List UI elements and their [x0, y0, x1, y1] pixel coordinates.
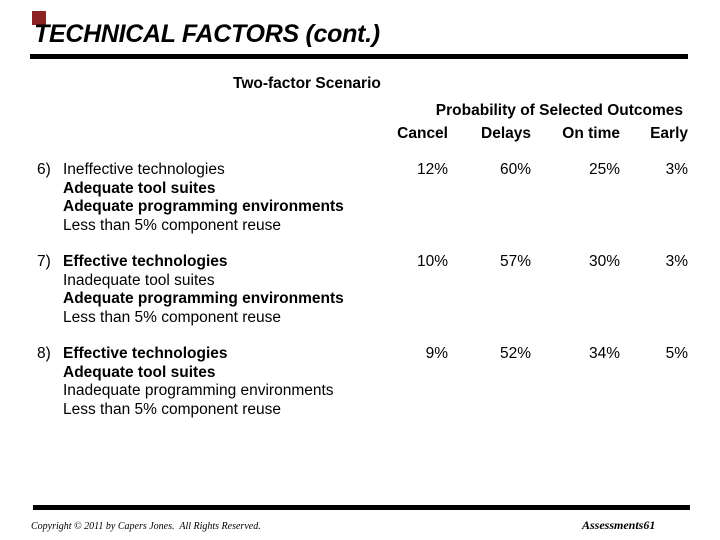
factor-line: Ineffective technologies	[63, 161, 225, 178]
value-delays: 57%	[499, 253, 531, 270]
title-divider-rule	[30, 54, 688, 59]
row-number: 6)	[37, 161, 51, 178]
value-cancel: 10%	[416, 253, 448, 270]
accent-square-decoration	[32, 11, 46, 25]
value-on-time: 30%	[588, 253, 620, 270]
row-number: 7)	[37, 253, 51, 270]
factor-line: Less than 5% component reuse	[63, 400, 281, 418]
factor-line: Inadequate tool suites	[63, 271, 215, 289]
value-delays: 52%	[499, 345, 531, 362]
factor-line: Inadequate programming environments	[63, 382, 334, 399]
row-description: Effective technologies Adequate tool sui…	[63, 345, 691, 419]
value-early: 5%	[665, 345, 688, 362]
factor-line: Adequate programming environments	[63, 198, 344, 215]
table-row: 7) Effective technologies Inadequate too…	[35, 253, 691, 327]
factor-line: Less than 5% component reuse	[63, 216, 281, 234]
value-delays: 60%	[499, 161, 531, 178]
table-caption: Probability of Selected Outcomes	[435, 102, 683, 119]
value-early: 3%	[665, 161, 688, 178]
column-header-cancel: Cancel	[397, 125, 448, 142]
table-column-headers: Cancel Delays On time Early	[35, 125, 691, 145]
row-description: Ineffective technologies Adequate tool s…	[63, 161, 691, 235]
value-on-time: 25%	[588, 161, 620, 178]
value-cancel: 9%	[425, 345, 448, 362]
copyright-notice: Copyright © 2011 by Capers Jones. All Ri…	[31, 521, 261, 532]
value-cancel: 12%	[416, 161, 448, 178]
page-title: TECHNICAL FACTORS (cont.)	[34, 20, 380, 48]
factor-line: Effective technologies	[63, 253, 228, 270]
column-header-delays: Delays	[481, 125, 531, 142]
column-header-early: Early	[650, 125, 688, 142]
factor-line: Adequate tool suites	[63, 363, 216, 381]
factor-line: Adequate programming environments	[63, 290, 344, 307]
value-on-time: 34%	[588, 345, 620, 362]
factor-line: Effective technologies	[63, 345, 228, 362]
row-number: 8)	[37, 345, 51, 362]
table-row: 6) Ineffective technologies Adequate too…	[35, 161, 691, 235]
row-description: Effective technologies Inadequate tool s…	[63, 253, 691, 327]
factor-line: Less than 5% component reuse	[63, 308, 281, 326]
column-header-on-time: On time	[562, 125, 620, 142]
footer-divider-rule	[33, 505, 690, 510]
value-early: 3%	[665, 253, 688, 270]
table-row: 8) Effective technologies Adequate tool …	[35, 345, 691, 419]
factor-line: Adequate tool suites	[63, 179, 216, 197]
slide-page-label: Assessments61	[582, 518, 656, 532]
scenario-heading: Two-factor Scenario	[233, 75, 381, 92]
